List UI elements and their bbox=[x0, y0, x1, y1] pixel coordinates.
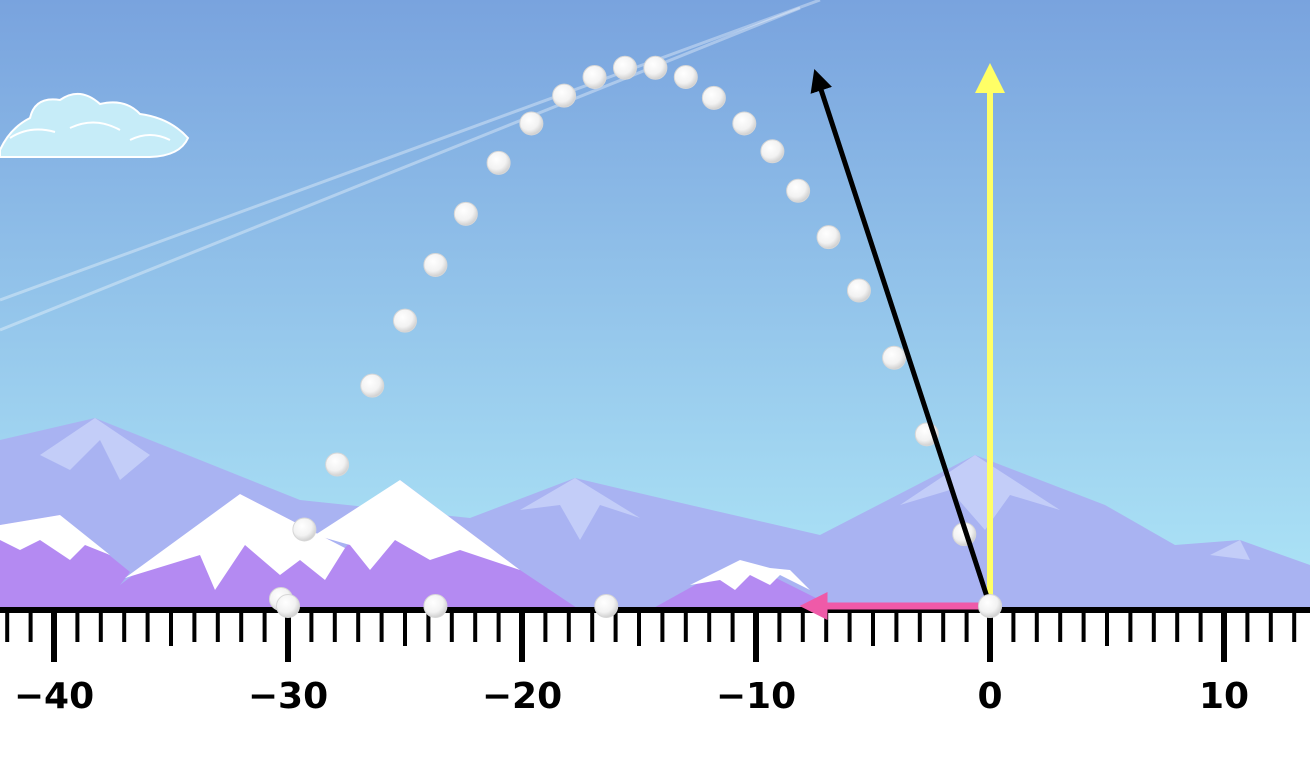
launch-vectors bbox=[799, 63, 1005, 620]
trajectory-dot bbox=[816, 225, 841, 250]
trajectory-dot bbox=[673, 65, 698, 90]
trajectory-dot bbox=[643, 55, 668, 80]
trajectory-dot bbox=[423, 252, 448, 277]
trajectory-dot bbox=[486, 150, 511, 175]
trajectory-dot bbox=[582, 65, 607, 90]
tick-label: −10 bbox=[716, 676, 796, 717]
trajectory-dot bbox=[786, 178, 811, 203]
trajectory-dot bbox=[292, 517, 317, 542]
landed-projectile bbox=[594, 594, 619, 618]
trajectory-dot bbox=[701, 85, 726, 110]
cloud bbox=[0, 93, 190, 158]
trajectory-dot bbox=[760, 139, 785, 164]
ground bbox=[0, 610, 1310, 762]
tick-label: −40 bbox=[14, 676, 94, 717]
landed-projectile bbox=[276, 594, 300, 618]
number-line: −40 −30 −20 −10 0 10 bbox=[0, 607, 1310, 717]
trajectory-dot bbox=[519, 111, 544, 136]
contrail bbox=[0, 0, 821, 332]
trajectory-dots bbox=[268, 55, 1002, 618]
tick-label: 0 bbox=[977, 676, 1002, 717]
near-mountains bbox=[0, 480, 830, 610]
landed-projectile bbox=[423, 594, 448, 618]
trajectory-dot bbox=[360, 373, 385, 398]
trajectory-dot bbox=[732, 111, 757, 136]
trajectory-dot bbox=[612, 55, 637, 80]
tick-label: −30 bbox=[248, 676, 328, 717]
trajectory-dot bbox=[552, 83, 577, 108]
trajectory-dot bbox=[393, 308, 417, 333]
trajectory-dot bbox=[882, 345, 907, 370]
velocity-arrow-icon bbox=[810, 69, 993, 607]
trajectory-dot bbox=[453, 201, 478, 226]
tick-label: 10 bbox=[1199, 676, 1249, 717]
trajectory-dot bbox=[846, 278, 871, 303]
tick-label: −20 bbox=[482, 676, 562, 717]
projectile[interactable] bbox=[978, 594, 1002, 618]
trajectory-dot bbox=[325, 452, 350, 477]
